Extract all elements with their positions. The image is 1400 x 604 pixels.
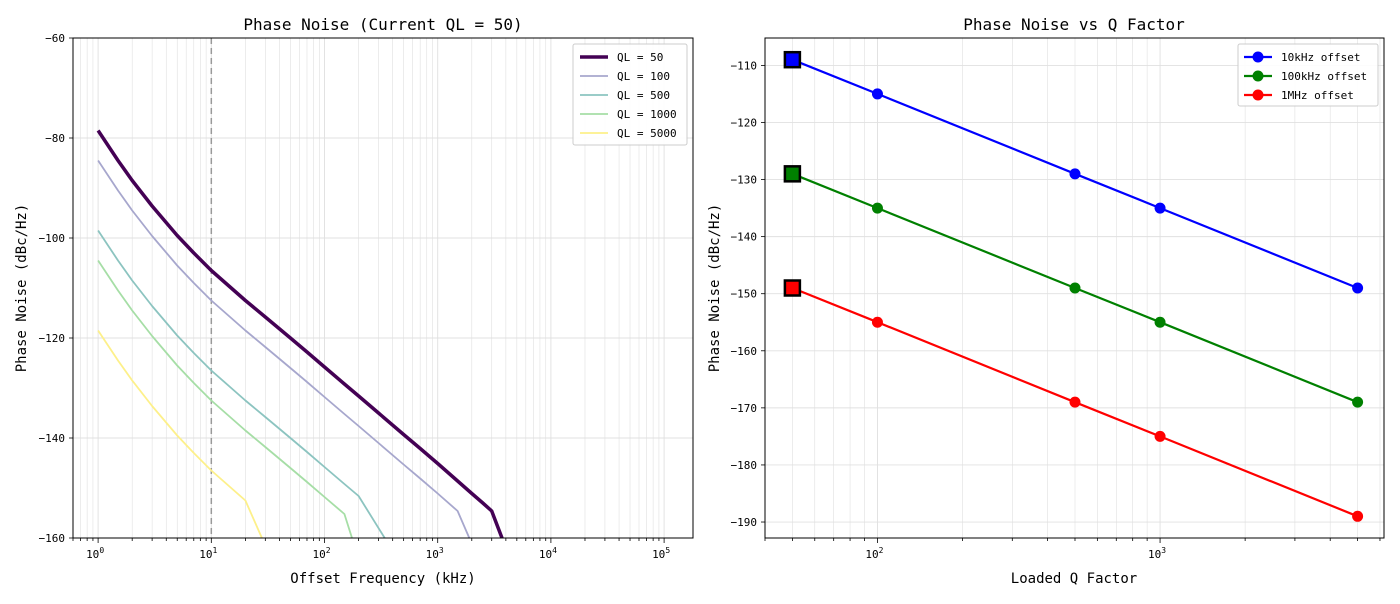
right-data-point-100khz-offset <box>1069 282 1081 294</box>
right-y-axis-label: Phase Noise (dBc/Hz) <box>707 204 723 373</box>
left-y-axis-ticks: −60 −80 −100 −120 −140 −160 <box>39 32 73 545</box>
right-chart-panel: Phase Noise vs Q Factor −110 −120 −130 −140… <box>707 15 1385 587</box>
right-x-tick-label: 103 <box>1148 546 1166 561</box>
right-x-tick-label: 102 <box>865 546 883 561</box>
right-legend-label: 10kHz offset <box>1281 51 1360 64</box>
left-y-tick-label: −100 <box>39 232 66 245</box>
right-legend-swatch-marker <box>1252 89 1264 101</box>
left-series-line-ql-5000 <box>97 330 263 539</box>
left-legend-box <box>572 43 688 146</box>
left-chart-panel: Phase Noise (Current QL = 50) −60 −80 −100… <box>14 15 694 587</box>
right-x-axis-label: Loaded Q Factor <box>1011 571 1137 587</box>
right-data-point-1mhz-offset <box>1154 430 1166 442</box>
left-plot-frame <box>72 37 694 539</box>
right-y-tick-label: −170 <box>731 402 758 415</box>
right-data-point-10khz-offset <box>871 88 883 100</box>
left-series-line-ql-1000 <box>97 260 353 539</box>
left-series-line-ql-500 <box>97 230 386 539</box>
right-legend-swatch-marker <box>1252 70 1264 82</box>
left-x-tick-label: 100 <box>86 546 104 561</box>
left-x-axis-label: Offset Frequency (kHz) <box>290 571 475 587</box>
right-x-axis-ticks: 102 103 <box>764 538 1381 561</box>
left-x-tick-label: 103 <box>426 546 444 561</box>
right-current-q-marker-100khz-offset <box>783 165 802 183</box>
right-data-point-1mhz-offset <box>871 316 883 328</box>
left-chart-title: Phase Noise (Current QL = 50) <box>243 15 522 34</box>
right-y-tick-label: −140 <box>731 231 758 244</box>
left-legend: QL = 50 QL = 100 QL = 500 QL = 1000 QL = 500… <box>572 43 688 146</box>
right-y-axis-ticks: −110 −120 −130 −140 −150 −160 −170 −180 −190 <box>731 59 765 529</box>
right-legend-swatch-marker <box>1252 51 1264 63</box>
right-legend-label: 1MHz offset <box>1281 89 1354 102</box>
right-current-q-marker-10khz-offset <box>783 50 802 69</box>
left-y-axis-label: Phase Noise (dBc/Hz) <box>14 204 30 373</box>
right-y-tick-label: −160 <box>731 345 758 358</box>
left-x-tick-label: 104 <box>539 546 557 561</box>
right-data-point-10khz-offset <box>1069 168 1081 180</box>
right-y-tick-label: −180 <box>731 459 758 472</box>
right-y-tick-label: −130 <box>731 174 758 187</box>
left-y-tick-label: −60 <box>45 32 65 45</box>
right-series-group <box>783 50 1364 522</box>
left-y-tick-label: −120 <box>39 332 66 345</box>
right-data-point-10khz-offset <box>1154 202 1166 214</box>
left-y-tick-label: −160 <box>39 532 66 545</box>
right-y-tick-label: −110 <box>731 59 758 72</box>
right-legend-label: 100kHz offset <box>1281 70 1367 83</box>
left-y-tick-label: −140 <box>39 432 66 445</box>
left-legend-label: QL = 50 <box>617 51 663 64</box>
left-legend-label: QL = 1000 <box>617 108 677 121</box>
right-y-tick-label: −120 <box>731 116 758 129</box>
left-series-line-ql-50 <box>96 129 504 539</box>
left-x-axis-ticks: 100 101 102 103 104 105 <box>72 538 670 561</box>
left-legend-label: QL = 100 <box>617 70 670 83</box>
right-data-point-1mhz-offset <box>1352 510 1364 522</box>
left-series-line-ql-100 <box>97 160 471 539</box>
left-x-tick-label: 101 <box>199 546 217 561</box>
right-data-point-100khz-offset <box>1352 396 1364 408</box>
left-legend-label: QL = 500 <box>617 89 670 102</box>
right-legend-box <box>1237 43 1379 107</box>
right-current-q-marker-1mhz-offset <box>783 279 802 297</box>
right-y-tick-label: −150 <box>731 288 758 301</box>
right-data-point-100khz-offset <box>871 202 883 214</box>
right-data-point-10khz-offset <box>1352 282 1364 294</box>
left-series-group <box>96 129 504 539</box>
left-x-tick-label: 102 <box>312 546 330 561</box>
right-data-point-100khz-offset <box>1154 316 1166 328</box>
left-x-tick-label: 105 <box>652 546 670 561</box>
left-y-tick-label: −80 <box>45 132 65 145</box>
right-data-point-1mhz-offset <box>1069 396 1081 408</box>
right-legend: 10kHz offset 100kHz offset 1MHz offset <box>1237 43 1379 107</box>
right-chart-title: Phase Noise vs Q Factor <box>963 15 1185 34</box>
right-y-tick-label: −190 <box>731 516 758 529</box>
left-legend-label: QL = 5000 <box>617 127 677 140</box>
right-plot-frame <box>764 37 1385 539</box>
